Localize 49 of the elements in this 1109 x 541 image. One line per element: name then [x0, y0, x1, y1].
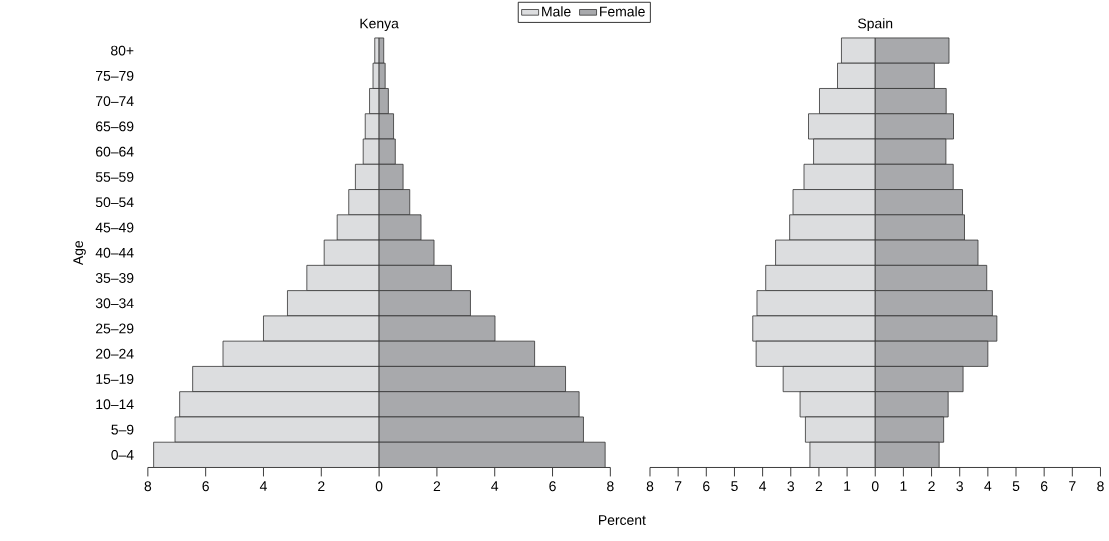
- x-tick-label: 4: [759, 481, 767, 491]
- x-tick-label: 4: [984, 481, 992, 491]
- x-tick-label: 2: [318, 481, 325, 491]
- x-tick-label: 0: [375, 481, 383, 491]
- y-tick-label: 10–14: [96, 399, 134, 410]
- x-tick-label: 6: [703, 481, 710, 491]
- y-tick-label: 35–39: [95, 272, 134, 283]
- y-axis-title: Age: [73, 240, 86, 265]
- y-tick-label: 40–44: [95, 247, 134, 258]
- x-tick-label: 7: [1069, 481, 1076, 491]
- x-tick-label: 2: [433, 481, 441, 491]
- x-tick-label: 8: [144, 481, 152, 491]
- x-tick-label: 2: [928, 481, 935, 491]
- chart-title: Spain: [858, 17, 893, 31]
- y-tick-label: 50–54: [95, 197, 134, 207]
- x-tick-label: 6: [549, 481, 556, 491]
- x-tick-label: 4: [259, 481, 267, 491]
- chart-title: Kenya: [360, 18, 399, 31]
- x-tick-label: 2: [815, 481, 823, 491]
- x-axis-title: Percent: [599, 515, 646, 525]
- y-tick-label: 55–59: [95, 171, 134, 182]
- y-tick-label: 20–24: [96, 348, 134, 359]
- x-tick-label: 3: [787, 481, 795, 491]
- y-tick-label: 75–79: [96, 70, 134, 81]
- x-tick-label: 6: [1041, 481, 1048, 491]
- x-tick-label: 4: [491, 481, 499, 491]
- legend-label: Female: [600, 6, 645, 17]
- x-tick-label: 8: [607, 481, 614, 491]
- x-tick-label: 8: [646, 481, 654, 491]
- y-tick-label: 60–64: [96, 146, 134, 157]
- y-tick-label: 15–19: [96, 373, 134, 384]
- x-tick-label: 6: [202, 481, 209, 491]
- x-tick-label: 5: [1012, 481, 1020, 491]
- x-tick-label: 1: [844, 481, 851, 491]
- y-tick-label: 5–9: [111, 424, 134, 435]
- legend-label: Male: [542, 6, 571, 17]
- x-tick-label: 0: [871, 481, 879, 491]
- y-tick-label: 65–69: [96, 121, 134, 132]
- x-tick-label: 1: [900, 481, 907, 491]
- y-tick-label: 80+: [111, 45, 134, 56]
- y-tick-label: 70–74: [96, 95, 134, 106]
- x-tick-label: 7: [674, 481, 682, 491]
- y-tick-label: 25–29: [96, 323, 134, 334]
- y-tick-label: 0–4: [111, 449, 134, 460]
- y-tick-label: 45–49: [95, 222, 134, 233]
- x-tick-label: 5: [731, 481, 738, 491]
- x-tick-label: 8: [1097, 481, 1104, 491]
- y-tick-label: 30–34: [95, 298, 134, 308]
- x-tick-label: 3: [956, 481, 963, 491]
